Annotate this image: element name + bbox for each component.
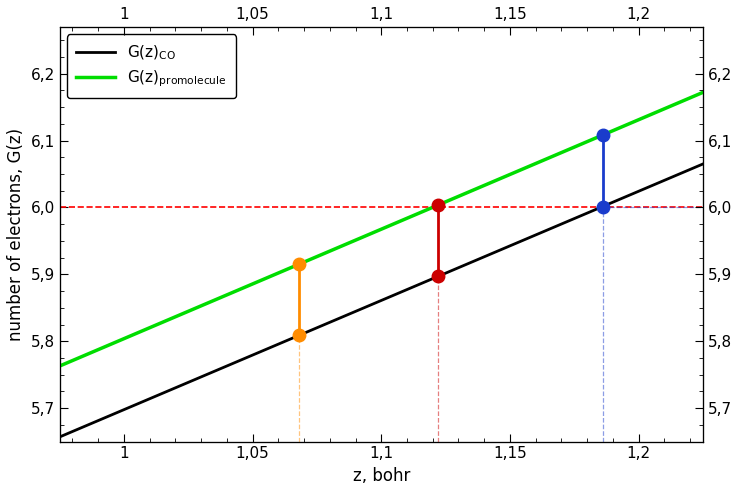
X-axis label: z, bohr: z, bohr [353,467,410,485]
Y-axis label: number of electrons, G(z): number of electrons, G(z) [7,127,25,341]
Legend: G(z)$_{\mathsf{CO}}$, G(z)$_{\mathsf{promolecule}}$: G(z)$_{\mathsf{CO}}$, G(z)$_{\mathsf{pro… [67,34,236,98]
